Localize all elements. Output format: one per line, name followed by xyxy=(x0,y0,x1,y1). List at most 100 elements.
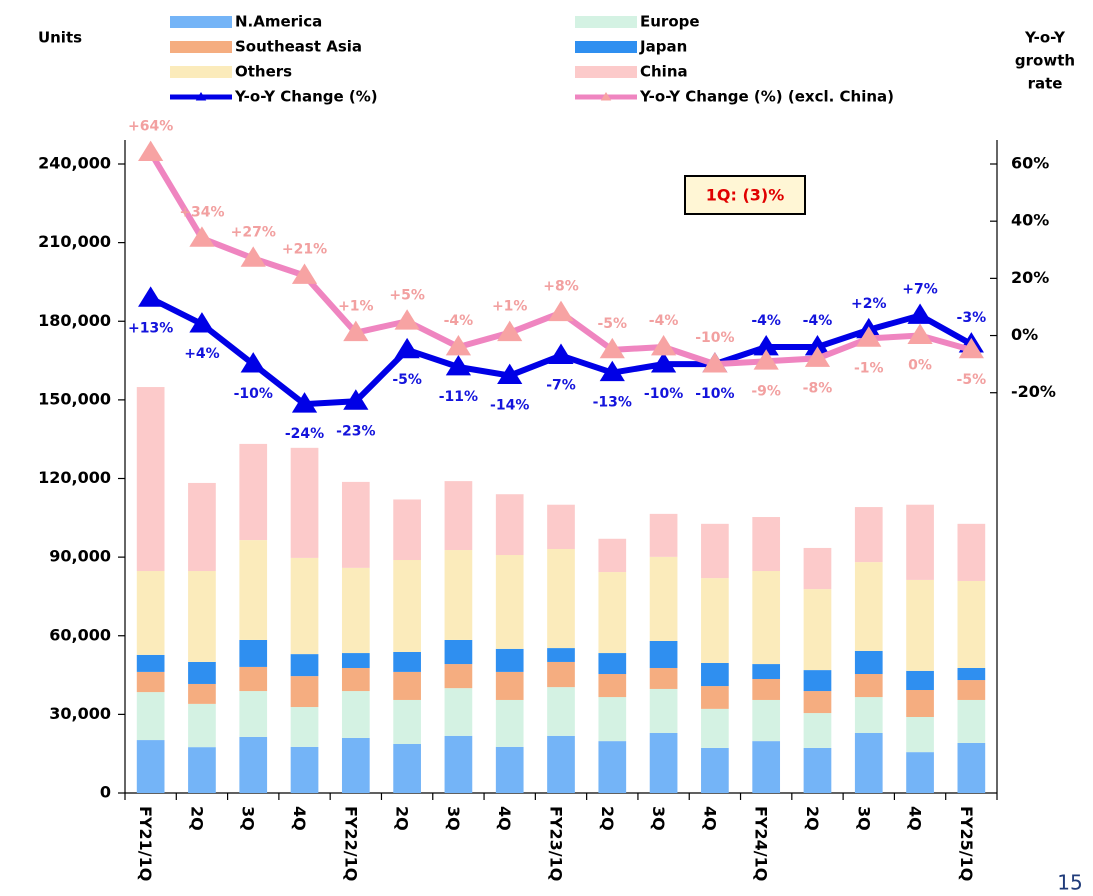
bar-segment xyxy=(136,740,165,793)
bar-segment xyxy=(495,494,524,556)
data-label: -24% xyxy=(285,426,324,442)
bar-segment xyxy=(752,664,781,679)
data-label: -5% xyxy=(957,372,987,388)
bar-segment xyxy=(701,686,729,709)
bar-segment xyxy=(495,746,524,793)
bar-segment xyxy=(341,481,370,568)
data-label: 0% xyxy=(908,358,932,374)
y2-axis-label: Y-o-Y xyxy=(1024,29,1066,47)
data-label: +34% xyxy=(179,204,224,220)
bar-segment xyxy=(393,699,421,744)
bar-segment xyxy=(188,661,216,684)
bar-segment xyxy=(239,691,268,737)
y-tick-label: 90,000 xyxy=(49,547,111,566)
bar-segment xyxy=(701,708,729,748)
bar-segment xyxy=(957,699,986,743)
bar-segment xyxy=(803,547,832,590)
page-number: 15 xyxy=(1057,871,1082,895)
bar-segment xyxy=(906,716,934,753)
y2-axis-label: rate xyxy=(1028,75,1063,93)
marker xyxy=(907,303,933,324)
bar-segment xyxy=(701,523,729,579)
bar-segment xyxy=(547,687,575,736)
data-label: -3% xyxy=(957,310,987,326)
x-tick-label: FY22/1Q xyxy=(341,806,360,881)
data-label: +64% xyxy=(128,119,173,135)
bar-segment xyxy=(803,747,832,793)
marker xyxy=(394,309,420,330)
marker xyxy=(291,392,318,413)
bar-segment xyxy=(393,651,421,672)
bar-segment xyxy=(444,688,473,736)
marker xyxy=(958,337,984,359)
y-tick-label: 120,000 xyxy=(38,468,111,487)
marker xyxy=(753,349,779,370)
data-label: +8% xyxy=(543,279,579,295)
bar-segment xyxy=(649,667,678,689)
data-label: +5% xyxy=(389,287,425,303)
marker xyxy=(343,320,369,342)
marker xyxy=(343,389,369,410)
bar-segment xyxy=(906,752,934,793)
y2-tick-label: 60% xyxy=(1011,154,1049,173)
data-label: +13% xyxy=(128,320,173,336)
x-tick-label: 3Q xyxy=(649,806,668,831)
y2-tick-label: 20% xyxy=(1011,268,1049,287)
legend-label: China xyxy=(640,63,688,81)
legend-label: Y-o-Y Change (%) (excl. China) xyxy=(639,88,894,106)
marker xyxy=(394,337,420,359)
x-tick-label: 2Q xyxy=(598,806,617,831)
bar-segment xyxy=(854,650,883,675)
bar-segment xyxy=(957,680,986,700)
x-tick-label: FY23/1Q xyxy=(547,806,566,881)
bar-segment xyxy=(957,580,986,668)
bar-segment xyxy=(598,674,627,698)
data-label: +2% xyxy=(851,296,887,312)
bar-segment xyxy=(906,579,934,671)
marker xyxy=(599,360,625,382)
data-label: -8% xyxy=(803,380,833,396)
bar-segment xyxy=(444,735,473,793)
marker xyxy=(856,326,882,347)
bar-segment xyxy=(598,697,627,742)
bar-segment xyxy=(188,482,216,572)
x-tick-label: FY21/1Q xyxy=(136,806,155,881)
x-tick-label: 4Q xyxy=(906,806,925,831)
bar-segment xyxy=(444,481,473,551)
data-label: -4% xyxy=(444,313,474,329)
y-tick-label: 180,000 xyxy=(38,311,111,330)
bar-segment xyxy=(136,654,165,672)
marker xyxy=(548,300,574,322)
marker xyxy=(445,354,472,376)
bar-segment xyxy=(495,648,524,672)
bar-segment xyxy=(341,567,370,654)
bar-segment xyxy=(598,653,627,675)
bar-segment xyxy=(239,540,268,640)
bar-segment xyxy=(701,663,729,687)
data-label: -14% xyxy=(490,398,529,414)
bar-segment xyxy=(188,571,216,662)
bar-segment xyxy=(136,671,165,693)
y-tick-label: 150,000 xyxy=(38,389,111,408)
bar-segment xyxy=(906,690,934,717)
bar-segment xyxy=(649,556,678,641)
data-label: -10% xyxy=(695,330,734,346)
y-tick-label: 0 xyxy=(100,783,111,802)
bar-segment xyxy=(136,387,165,572)
bar-segment xyxy=(957,742,986,793)
bar-segment xyxy=(854,507,883,563)
bar-segment xyxy=(547,648,575,662)
bar-segment xyxy=(393,560,421,652)
legend-label: Europe xyxy=(640,13,700,31)
bar-segment xyxy=(803,589,832,671)
legend-swatch xyxy=(170,41,232,53)
marker xyxy=(804,346,831,367)
y-axis-label: Units xyxy=(38,29,82,47)
legend-marker xyxy=(600,92,612,101)
bar-segment xyxy=(341,691,370,738)
bar-segment xyxy=(290,557,319,655)
bar-segment xyxy=(136,571,165,655)
data-label: +21% xyxy=(282,242,327,258)
x-tick-label: 3Q xyxy=(444,806,463,831)
bar-segment xyxy=(341,653,370,668)
